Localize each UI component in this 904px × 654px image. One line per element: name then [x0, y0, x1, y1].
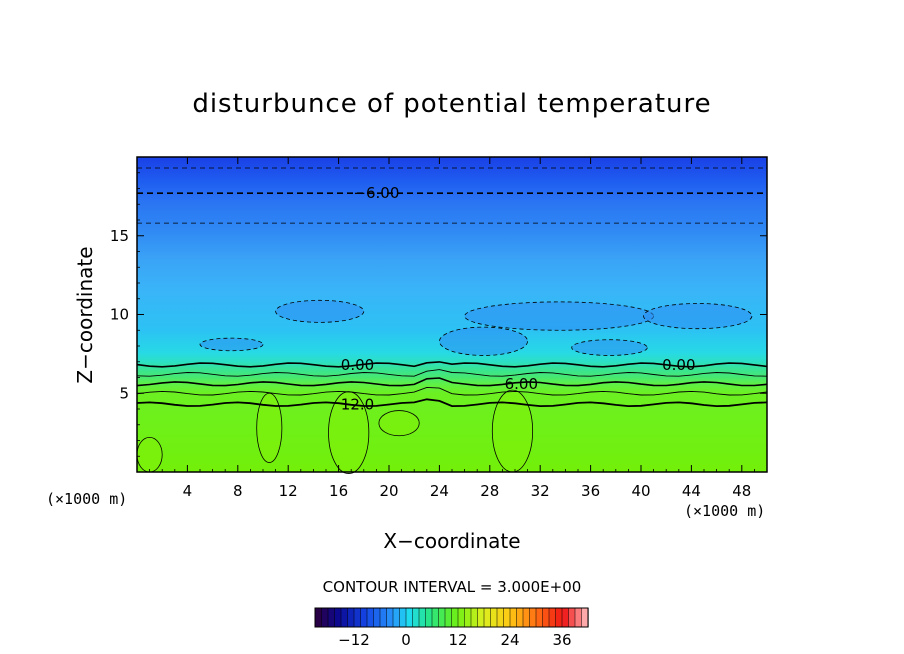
- x-tick-label: 4: [183, 482, 193, 500]
- colorbar-swatch: [431, 607, 440, 628]
- colorbar-swatch: [470, 607, 479, 628]
- x-tick-label: 24: [430, 482, 449, 500]
- x-tick-label: 48: [732, 482, 751, 500]
- y-axis: 5 10 15: [110, 172, 767, 457]
- contour-label: 6.00: [505, 375, 538, 393]
- x-tick-label: 44: [682, 482, 701, 500]
- colorbar-tick-label: 0: [401, 631, 411, 649]
- contour-label: 0.00: [341, 356, 374, 374]
- contour-label: 0.00: [662, 356, 695, 374]
- contour-label: 12.0: [341, 395, 374, 413]
- colorbar-swatch: [373, 607, 381, 628]
- colorbar-swatch: [366, 607, 375, 628]
- colorbar-swatch: [340, 607, 349, 628]
- colorbar-swatch: [392, 607, 401, 628]
- colorbar-swatch: [314, 607, 323, 628]
- colorbar-swatch: [509, 607, 518, 628]
- colorbar-swatch: [321, 607, 329, 628]
- colorbar-swatch: [334, 607, 342, 628]
- contour-interval-label: CONTOUR INTERVAL = 3.000E+00: [323, 578, 582, 596]
- colorbar-swatch: [444, 607, 453, 628]
- field-blob: [464, 301, 654, 331]
- colorbar-swatch: [529, 607, 537, 628]
- x-tick-label: 40: [631, 482, 650, 500]
- x-tick-label: 12: [279, 482, 298, 500]
- field-blob: [571, 339, 648, 356]
- colorbar-swatch: [477, 607, 485, 628]
- y-tick-label: 15: [110, 227, 129, 245]
- contour-lines: [136, 167, 768, 408]
- colorbar-swatch: [503, 607, 511, 628]
- y-unit-label: (×1000 m): [46, 490, 127, 508]
- colorbar-swatch: [516, 607, 524, 628]
- colorbar-swatch: [353, 607, 362, 628]
- field-blob: [199, 337, 264, 352]
- contour-line: [136, 398, 768, 408]
- y-tick-label: 5: [119, 384, 129, 402]
- x-tick-label: 28: [480, 482, 499, 500]
- contour-line: [136, 369, 768, 377]
- field-features: [136, 299, 753, 474]
- field-blob: [275, 299, 365, 323]
- colorbar-swatch: [574, 607, 583, 628]
- colorbar-swatch: [405, 607, 414, 628]
- field-blob: [438, 326, 528, 356]
- contour-line: [136, 361, 768, 368]
- colorbar-swatch: [451, 607, 459, 628]
- contour-labels: −6.00 0.00 0.00 6.00 12.0: [341, 184, 696, 413]
- colorbar: −12 0 12 24 36: [314, 607, 589, 649]
- colorbar-tick-label: 24: [500, 631, 519, 649]
- colorbar-swatch: [581, 607, 589, 628]
- x-tick-label: 20: [379, 482, 398, 500]
- colorbar-swatch: [490, 607, 498, 628]
- colorbar-swatch: [386, 607, 394, 628]
- contour-line: [136, 386, 768, 396]
- x-tick-label: 16: [329, 482, 348, 500]
- x-unit-label: (×1000 m): [684, 502, 765, 520]
- colorbar-swatch: [522, 607, 531, 628]
- field-blob: [643, 303, 753, 330]
- colorbar-tick-label: 36: [552, 631, 571, 649]
- field-blob: [136, 436, 163, 473]
- colorbar-swatch: [425, 607, 433, 628]
- x-axis-label: X−coordinate: [383, 529, 520, 553]
- colorbar-swatch: [568, 607, 576, 628]
- colorbar-swatch: [561, 607, 570, 628]
- colorbar-swatch: [457, 607, 466, 628]
- colorbar-swatch: [412, 607, 420, 628]
- x-axis: 4 8 12 16 20 24 28 32 36 40 44 48: [149, 157, 755, 500]
- colorbar-swatch: [327, 607, 336, 628]
- colorbar-swatch: [548, 607, 557, 628]
- colorbar-tick-label: −12: [338, 631, 370, 649]
- colorbar-swatch: [483, 607, 492, 628]
- field-blob: [378, 410, 420, 437]
- colorbar-swatch: [496, 607, 505, 628]
- y-axis-label: Z−coordinate: [73, 246, 97, 383]
- y-tick-label: 10: [110, 306, 129, 324]
- contour-label: −6.00: [353, 184, 399, 202]
- colorbar-swatch: [542, 607, 550, 628]
- x-tick-label: 32: [531, 482, 550, 500]
- x-tick-label: 8: [233, 482, 243, 500]
- colorbar-swatch: [379, 607, 388, 628]
- colorbar-frame: [314, 607, 589, 628]
- colorbar-swatch: [347, 607, 355, 628]
- colorbar-swatch: [360, 607, 368, 628]
- colorbar-swatch: [399, 607, 407, 628]
- colorbar-swatch: [438, 607, 446, 628]
- chart-title: disturbunce of potential temperature: [192, 89, 711, 119]
- colorbar-swatch: [464, 607, 472, 628]
- colorbar-swatch: [535, 607, 544, 628]
- contour-line: [136, 377, 768, 387]
- colorbar-swatch: [418, 607, 427, 628]
- colorbar-swatch: [555, 607, 563, 628]
- colorbar-tick-label: 12: [448, 631, 467, 649]
- x-tick-label: 36: [581, 482, 600, 500]
